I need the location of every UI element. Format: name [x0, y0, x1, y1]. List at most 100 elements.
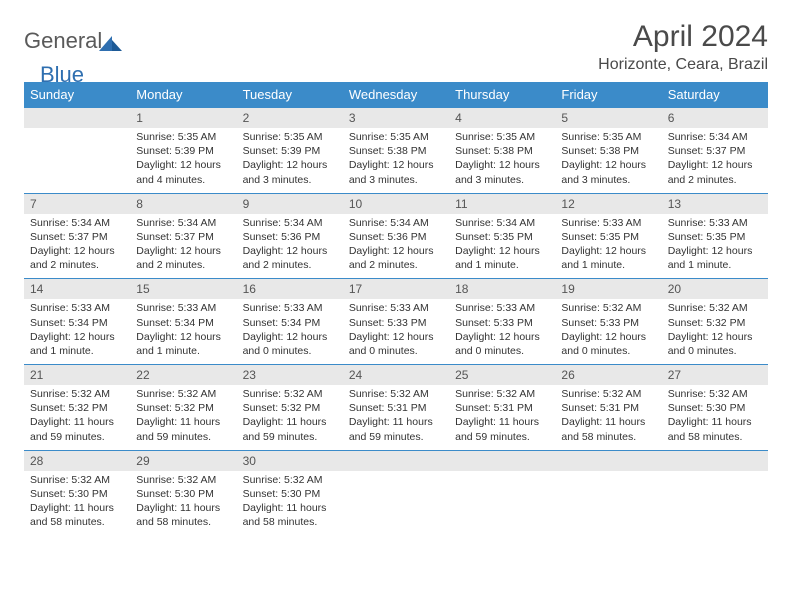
- day-info: Sunrise: 5:33 AMSunset: 5:33 PMDaylight:…: [449, 299, 555, 364]
- day-cell: 7Sunrise: 5:34 AMSunset: 5:37 PMDaylight…: [24, 193, 130, 279]
- day-cell: 21Sunrise: 5:32 AMSunset: 5:32 PMDayligh…: [24, 365, 130, 451]
- day-cell: 23Sunrise: 5:32 AMSunset: 5:32 PMDayligh…: [237, 365, 343, 451]
- sunrise-text: Sunrise: 5:35 AM: [136, 131, 216, 143]
- sunset-text: Sunset: 5:32 PM: [136, 402, 214, 414]
- day-info: Sunrise: 5:32 AMSunset: 5:30 PMDaylight:…: [130, 471, 236, 536]
- day-cell: 16Sunrise: 5:33 AMSunset: 5:34 PMDayligh…: [237, 279, 343, 365]
- day-number: 2: [237, 108, 343, 128]
- sunrise-text: Sunrise: 5:32 AM: [30, 388, 110, 400]
- daylight-text: Daylight: 12 hours and 1 minute.: [455, 245, 540, 271]
- daylight-text: Daylight: 12 hours and 2 minutes.: [668, 159, 753, 185]
- day-number: 25: [449, 365, 555, 385]
- sunrise-text: Sunrise: 5:33 AM: [349, 302, 429, 314]
- sunrise-text: Sunrise: 5:32 AM: [349, 388, 429, 400]
- day-info: Sunrise: 5:35 AM Sunset: 5:39 PM Daylight:…: [130, 128, 236, 193]
- week-row: 1 Sunrise: 5:35 AM Sunset: 5:39 PM Daylight…: [24, 108, 768, 194]
- sunset-text: Sunset: 5:33 PM: [349, 317, 427, 329]
- daylight-text: Daylight: 11 hours and 59 minutes.: [243, 416, 327, 442]
- day-info: Sunrise: 5:33 AM Sunset: 5:35 PM Daylight:…: [555, 214, 661, 279]
- sunrise-text: Sunrise: 5:33 AM: [561, 217, 641, 229]
- daylight-text: Daylight: 12 hours and 4 minutes.: [136, 159, 221, 185]
- day-number: 11: [449, 194, 555, 214]
- sunrise-text: Sunrise: 5:33 AM: [668, 217, 748, 229]
- day-info: Sunrise: 5:34 AMSunset: 5:36 PMDaylight:…: [343, 214, 449, 279]
- day-info: Sunrise: 5:35 AMSunset: 5:38 PMDaylight:…: [449, 128, 555, 193]
- day-info: Sunrise: 5:32 AMSunset: 5:32 PMDaylight:…: [662, 299, 768, 364]
- logo-text-blue-wrap: Blue: [40, 62, 84, 88]
- day-number: 30: [237, 451, 343, 471]
- empty-day-info: [343, 471, 449, 521]
- day-header-tuesday: Tuesday: [237, 82, 343, 108]
- day-number: 26: [555, 365, 661, 385]
- sunset-text: Sunset: 5:35 PM: [455, 231, 533, 243]
- logo-triangle-icon: [98, 33, 124, 53]
- sunset-text: Sunset: 5:36 PM: [349, 231, 427, 243]
- day-info: Sunrise: 5:33 AMSunset: 5:34 PMDaylight:…: [130, 299, 236, 364]
- daylight-text: Daylight: 12 hours and 3 minutes.: [243, 159, 328, 185]
- day-info: Sunrise: 5:32 AMSunset: 5:31 PMDaylight:…: [343, 385, 449, 450]
- empty-day-info: [662, 471, 768, 521]
- daylight-text: Daylight: 12 hours and 3 minutes.: [561, 159, 646, 185]
- sunrise-text: Sunrise: 5:34 AM: [30, 217, 110, 229]
- sunset-text: Sunset: 5:35 PM: [668, 231, 746, 243]
- day-info: Sunrise: 5:32 AMSunset: 5:33 PMDaylight:…: [555, 299, 661, 364]
- day-cell: 6Sunrise: 5:34 AMSunset: 5:37 PMDaylight…: [662, 108, 768, 194]
- sunset-text: Sunset: 5:36 PM: [243, 231, 321, 243]
- day-info: Sunrise: 5:32 AMSunset: 5:31 PMDaylight:…: [555, 385, 661, 450]
- location-text: Horizonte, Ceara, Brazil: [598, 56, 768, 74]
- sunrise-text: Sunrise: 5:32 AM: [668, 388, 748, 400]
- daylight-text: Daylight: 11 hours and 59 minutes.: [455, 416, 539, 442]
- day-cell: 17Sunrise: 5:33 AMSunset: 5:33 PMDayligh…: [343, 279, 449, 365]
- sunrise-text: Sunrise: 5:35 AM: [349, 131, 429, 143]
- day-info: Sunrise: 5:35 AMSunset: 5:39 PMDaylight:…: [237, 128, 343, 193]
- day-cell: 2Sunrise: 5:35 AMSunset: 5:39 PMDaylight…: [237, 108, 343, 194]
- day-number: 27: [662, 365, 768, 385]
- sunset-text: Sunset: 5:34 PM: [243, 317, 321, 329]
- day-info: Sunrise: 5:32 AMSunset: 5:32 PMDaylight:…: [237, 385, 343, 450]
- day-number: 4: [449, 108, 555, 128]
- empty-day-num: [24, 108, 130, 128]
- day-info: Sunrise: 5:32 AMSunset: 5:32 PMDaylight:…: [24, 385, 130, 450]
- day-number: 15: [130, 279, 236, 299]
- day-cell: 9Sunrise: 5:34 AMSunset: 5:36 PMDaylight…: [237, 193, 343, 279]
- week-row: 14Sunrise: 5:33 AMSunset: 5:34 PMDayligh…: [24, 279, 768, 365]
- day-header-monday: Monday: [130, 82, 236, 108]
- daylight-text: Daylight: 11 hours and 58 minutes.: [561, 416, 645, 442]
- day-cell: 30Sunrise: 5:32 AMSunset: 5:30 PMDayligh…: [237, 450, 343, 535]
- sunset-text: Sunset: 5:38 PM: [455, 145, 533, 157]
- week-row: 7Sunrise: 5:34 AMSunset: 5:37 PMDaylight…: [24, 193, 768, 279]
- day-number: 6: [662, 108, 768, 128]
- sunset-text: Sunset: 5:39 PM: [243, 145, 321, 157]
- day-number: 12: [555, 194, 661, 214]
- day-info: Sunrise: 5:33 AMSunset: 5:33 PMDaylight:…: [343, 299, 449, 364]
- sunset-text: Sunset: 5:34 PM: [136, 317, 214, 329]
- sunrise-text: Sunrise: 5:32 AM: [136, 388, 216, 400]
- daylight-text: Daylight: 11 hours and 58 minutes.: [668, 416, 752, 442]
- empty-day-num: [555, 451, 661, 471]
- day-cell: 20Sunrise: 5:32 AMSunset: 5:32 PMDayligh…: [662, 279, 768, 365]
- sunset-text: Sunset: 5:30 PM: [243, 488, 321, 500]
- day-info: Sunrise: 5:34 AMSunset: 5:37 PMDaylight:…: [662, 128, 768, 193]
- day-header-wednesday: Wednesday: [343, 82, 449, 108]
- title-block: April 2024 Horizonte, Ceara, Brazil: [598, 20, 768, 74]
- day-cell: 14Sunrise: 5:33 AMSunset: 5:34 PMDayligh…: [24, 279, 130, 365]
- sunrise-text: Sunrise: 5:32 AM: [561, 388, 641, 400]
- daylight-text: Daylight: 12 hours and 1 minute.: [30, 331, 115, 357]
- sunset-text: Sunset: 5:34 PM: [30, 317, 108, 329]
- sunrise-text: Sunrise: 5:34 AM: [349, 217, 429, 229]
- daylight-text: Daylight: 12 hours and 1 minute.: [561, 245, 646, 271]
- sunset-text: Sunset: 5:39 PM: [136, 145, 214, 157]
- sunrise-text: Sunrise: 5:32 AM: [243, 388, 323, 400]
- day-number: 1: [130, 108, 236, 128]
- calendar-table: SundayMondayTuesdayWednesdayThursdayFrid…: [24, 82, 768, 535]
- day-cell: [24, 108, 130, 194]
- daylight-text: Daylight: 12 hours and 0 minutes.: [455, 331, 540, 357]
- day-header-saturday: Saturday: [662, 82, 768, 108]
- sunrise-text: Sunrise: 5:32 AM: [561, 302, 641, 314]
- day-header-friday: Friday: [555, 82, 661, 108]
- day-number: 23: [237, 365, 343, 385]
- sunset-text: Sunset: 5:35 PM: [561, 231, 639, 243]
- day-info: Sunrise: 5:32 AMSunset: 5:31 PMDaylight:…: [449, 385, 555, 450]
- day-number: 7: [24, 194, 130, 214]
- sunset-text: Sunset: 5:32 PM: [668, 317, 746, 329]
